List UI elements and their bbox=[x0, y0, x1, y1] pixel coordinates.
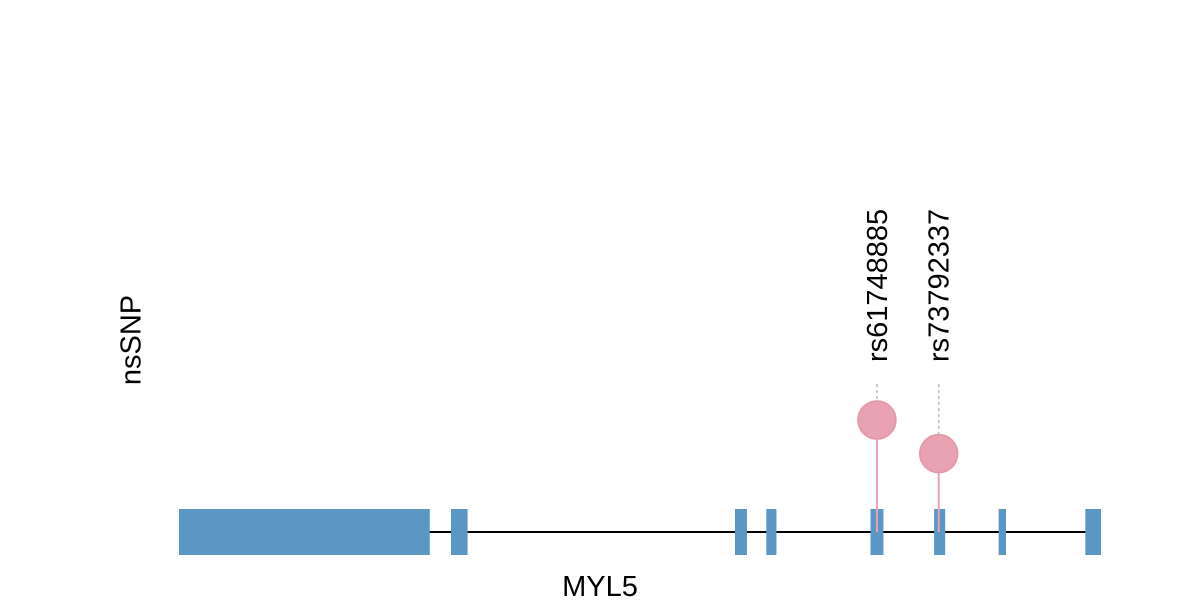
snp-label: rs73792337 bbox=[924, 209, 956, 362]
exon-2 bbox=[450, 509, 468, 555]
exon-3 bbox=[734, 509, 747, 555]
snp-marker-1: rs61748885 bbox=[857, 209, 897, 532]
snp-marker-2: rs73792337 bbox=[918, 209, 959, 532]
exon-4 bbox=[766, 509, 777, 555]
gene-track bbox=[179, 509, 1101, 555]
exon-1 bbox=[179, 509, 430, 555]
exon-7 bbox=[998, 509, 1007, 555]
snp-head bbox=[918, 433, 959, 474]
snp-track: rs61748885 rs73792337 bbox=[857, 209, 959, 532]
snp-head bbox=[857, 400, 897, 440]
snp-label: rs61748885 bbox=[862, 209, 894, 362]
exon-8 bbox=[1085, 509, 1101, 555]
track-label: nsSNP bbox=[116, 295, 148, 385]
gene-label: MYL5 bbox=[562, 571, 638, 600]
